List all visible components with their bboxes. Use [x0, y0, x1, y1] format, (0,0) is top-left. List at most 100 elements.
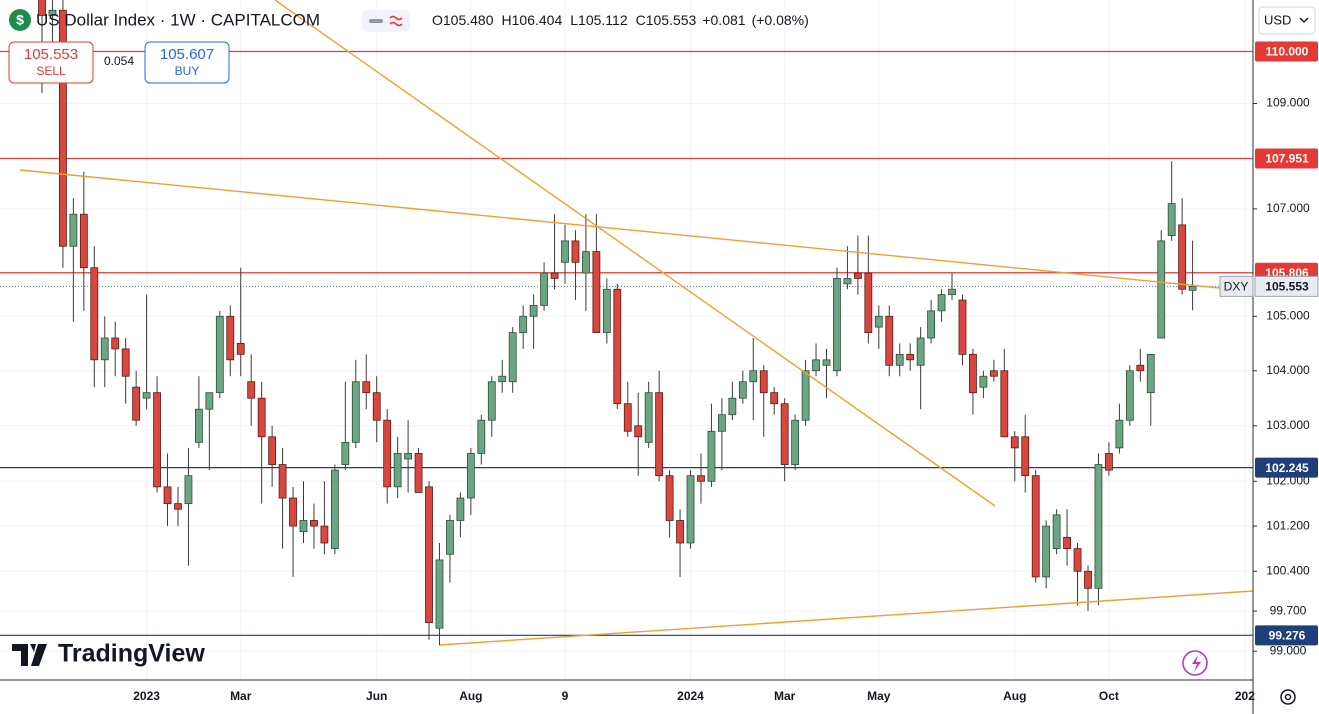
- trend-line[interactable]: [19, 169, 1221, 289]
- candle-body: [69, 213, 78, 247]
- candle-body: [1031, 475, 1040, 578]
- candle-body: [487, 381, 496, 421]
- buy-label: BUY: [175, 64, 200, 78]
- wave-icon: [389, 15, 403, 27]
- candle-body: [1000, 370, 1009, 438]
- ohlc-readout: O105.480 H106.404 L105.112 C105.553 +0.081 (+…: [432, 12, 809, 28]
- settings-icon[interactable]: [1280, 689, 1296, 705]
- candle-body: [812, 359, 820, 372]
- candle-body: [362, 381, 371, 394]
- candle-body: [425, 486, 433, 623]
- y-tick-label: 99.000: [1270, 643, 1307, 657]
- symbol-logo: [9, 9, 31, 31]
- candle-body: [665, 475, 674, 521]
- trend-line[interactable]: [439, 590, 1253, 646]
- brand: TradingView: [58, 640, 205, 668]
- candle-body: [602, 288, 611, 333]
- candle-body: [906, 353, 915, 361]
- sell-price: 105.553: [24, 46, 78, 63]
- candle-body: [414, 453, 423, 493]
- bolt: [1192, 655, 1201, 672]
- candle-body: [1052, 514, 1061, 550]
- candle-body: [79, 213, 88, 269]
- candle-body: [853, 272, 862, 279]
- candle-body: [236, 343, 245, 355]
- candle-body: [728, 397, 737, 416]
- last-price-symbol-tag: [1219, 275, 1254, 297]
- ohlc-value: 105.112: [578, 12, 628, 28]
- sell-button[interactable]: [8, 41, 94, 84]
- x-tick-label: Mar: [774, 689, 796, 703]
- candle-body: [163, 486, 172, 505]
- candle-body: [404, 453, 413, 460]
- price-level-label: 102.245: [1265, 461, 1309, 475]
- candle-body: [194, 408, 203, 443]
- symbol-logo-glyph: $: [16, 12, 24, 28]
- change-percent: (+0.08%): [752, 12, 809, 28]
- last-price-label: 105.553: [1265, 280, 1309, 294]
- ohlc-key: C: [636, 12, 646, 28]
- ohlc-value: 105.480: [443, 12, 494, 28]
- candle-body: [801, 370, 810, 421]
- candle-body: [655, 392, 664, 477]
- candle-body: [1084, 570, 1092, 589]
- spread: 0.054: [104, 54, 134, 68]
- candle-body: [1010, 436, 1019, 449]
- candle-body: [383, 419, 392, 488]
- candle-body: [791, 419, 800, 465]
- candle-body: [456, 497, 465, 521]
- candle-body: [446, 520, 454, 555]
- alert-icon[interactable]: [1182, 650, 1208, 676]
- price-level-label: 107.951: [1265, 152, 1309, 166]
- candle-body: [895, 353, 904, 366]
- candle-body: [121, 348, 130, 377]
- candle-body: [1178, 224, 1187, 290]
- candle-body: [1021, 436, 1030, 477]
- trend-line[interactable]: [274, 0, 996, 507]
- candle-body: [822, 359, 831, 366]
- currency-button[interactable]: [1258, 6, 1316, 35]
- candle-body: [582, 251, 590, 274]
- candle-body: [508, 332, 517, 383]
- candle-body: [215, 315, 224, 394]
- candle-body: [372, 392, 381, 421]
- last-price-symbol: DXY: [1224, 280, 1249, 294]
- price-level-tag: [1255, 148, 1318, 169]
- candle-body: [341, 441, 350, 465]
- candle-body: [1188, 285, 1197, 291]
- candle-body: [174, 503, 182, 510]
- candle-body: [989, 370, 998, 377]
- x-tick-label: Jun: [366, 689, 387, 703]
- candle-body: [1094, 464, 1103, 589]
- brand-logo: [12, 644, 47, 666]
- candle-body: [59, 9, 67, 247]
- candle-body: [613, 288, 622, 405]
- candle-body: [184, 475, 193, 505]
- candle-body: [205, 392, 214, 410]
- candles: [38, 0, 1197, 646]
- x-tick-label: Aug: [459, 689, 482, 703]
- y-tick-label: 99.700: [1270, 603, 1307, 617]
- trend-lines: [19, 0, 1253, 646]
- candle-body: [874, 315, 883, 328]
- candle-body: [885, 315, 894, 366]
- candle-body: [247, 381, 256, 399]
- candle-body: [697, 475, 705, 482]
- settings-core: [1284, 693, 1292, 701]
- candle-body: [519, 315, 528, 333]
- x-tick-label: May: [867, 689, 891, 703]
- symbol-title[interactable]: US Dollar Index · 1W · CAPITALCOM: [36, 10, 320, 29]
- candle-body: [226, 315, 235, 361]
- buy-button[interactable]: [144, 41, 230, 84]
- candle-body: [749, 370, 758, 383]
- indicator-toggle[interactable]: [362, 10, 410, 32]
- candle-body: [1063, 536, 1071, 550]
- candle-body: [132, 386, 141, 421]
- candle-body: [498, 375, 507, 383]
- x-tick-label: 202: [1235, 689, 1255, 703]
- candle-body: [111, 337, 120, 350]
- candle-body: [1105, 453, 1113, 471]
- candle-body: [299, 520, 308, 533]
